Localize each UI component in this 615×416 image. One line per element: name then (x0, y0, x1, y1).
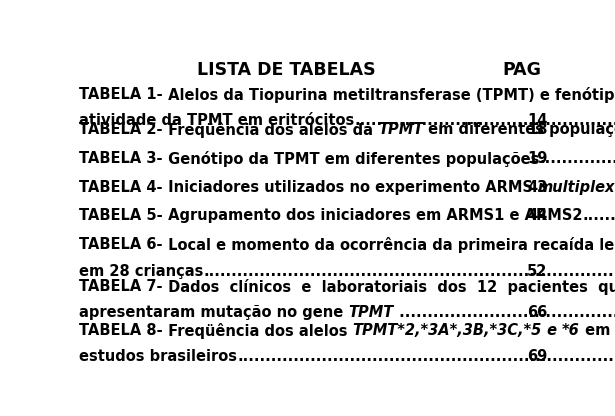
Text: PAG: PAG (502, 61, 542, 79)
Text: LISTA DE TABELAS: LISTA DE TABELAS (197, 61, 376, 79)
Text: estudos brasileiros: estudos brasileiros (79, 349, 237, 364)
Text: e: e (542, 323, 562, 338)
Text: TABELA 5-: TABELA 5- (79, 208, 163, 223)
Text: TABELA 4-: TABELA 4- (79, 180, 163, 195)
Text: 69: 69 (527, 349, 547, 364)
Text: em diferentes populações: em diferentes populações (423, 122, 615, 137)
Text: TPMT: TPMT (349, 305, 394, 320)
Text: TPMT: TPMT (378, 122, 423, 137)
Text: TABELA 6-: TABELA 6- (79, 237, 163, 253)
Text: Alelos da Tiopurina metiltransferase (TPMT) e fenótipo de: Alelos da Tiopurina metiltransferase (TP… (163, 87, 615, 103)
Text: atividade da TPMT em eritrócitos: atividade da TPMT em eritrócitos (79, 113, 354, 128)
Text: Agrupamento dos iniciadores em ARMS1 e ARMS2: Agrupamento dos iniciadores em ARMS1 e A… (163, 208, 582, 223)
Text: TABELA 8-: TABELA 8- (79, 323, 163, 338)
Text: ................................................................................: ........................................… (237, 349, 615, 364)
Text: TABELA 1-: TABELA 1- (79, 87, 163, 102)
Text: TABELA 3-: TABELA 3- (79, 151, 163, 166)
Text: ................................................................................: ........................................… (204, 264, 615, 279)
Text: TABELA 7-: TABELA 7- (79, 279, 163, 294)
Text: Freqüência dos alelos da: Freqüência dos alelos da (163, 122, 378, 138)
Text: ...................: ................... (582, 208, 615, 223)
Text: Freqüência dos alelos: Freqüência dos alelos (163, 323, 352, 339)
Text: 43: 43 (527, 180, 547, 195)
Text: TABELA 2-: TABELA 2- (79, 122, 163, 137)
Text: TPMT*2,*3A*,3B,*3C,*5: TPMT*2,*3A*,3B,*3C,*5 (352, 323, 542, 338)
Text: em 28 crianças: em 28 crianças (79, 264, 204, 279)
Text: ...............................: ............................... (539, 151, 615, 166)
Text: 66: 66 (527, 305, 547, 320)
Text: 19: 19 (527, 151, 548, 166)
Text: 52: 52 (527, 264, 548, 279)
Text: Genótipo da TPMT em diferentes populações: Genótipo da TPMT em diferentes populaçõe… (163, 151, 539, 167)
Text: 44: 44 (527, 208, 547, 223)
Text: ................................................................................: ........................................… (394, 305, 615, 320)
Text: Local e momento da ocorrência da primeira recaída leucêmica: Local e momento da ocorrência da primeir… (163, 237, 615, 253)
Text: Dados  clínicos  e  laboratoriais  dos  12  pacientes  que: Dados clínicos e laboratoriais dos 12 pa… (163, 279, 615, 295)
Text: em três: em três (579, 323, 615, 338)
Text: *6: *6 (562, 323, 579, 338)
Text: multiplex: multiplex (538, 180, 615, 195)
Text: Iniciadores utilizados no experimento ARMS: Iniciadores utilizados no experimento AR… (163, 180, 538, 195)
Text: apresentaram mutação no gene: apresentaram mutação no gene (79, 305, 349, 320)
Text: 18: 18 (527, 122, 548, 137)
Text: 14: 14 (527, 113, 548, 128)
Text: ................................................................................: ........................................… (354, 113, 615, 128)
